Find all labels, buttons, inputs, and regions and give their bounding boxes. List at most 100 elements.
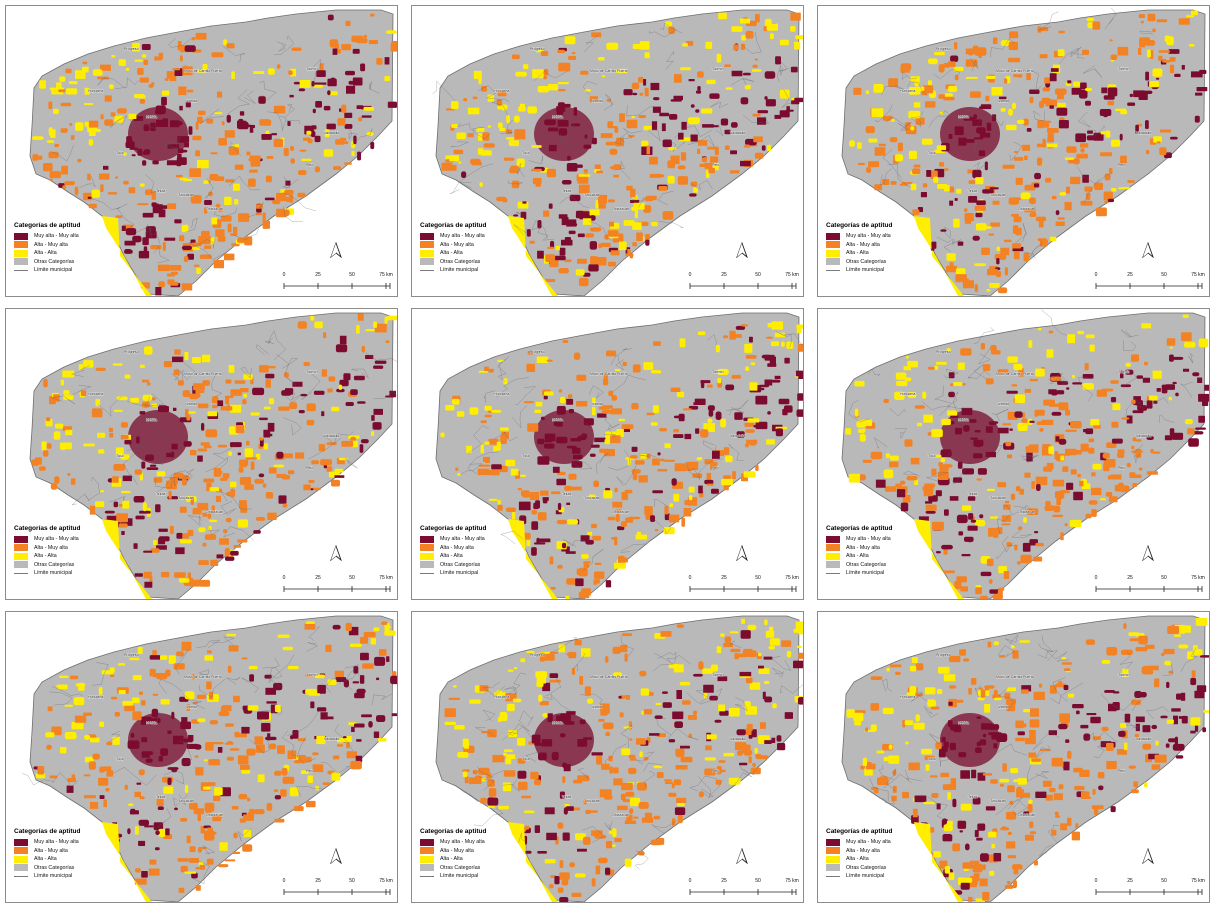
municipal-boundary-line: [164, 770, 185, 785]
suitability-patch: [181, 758, 191, 767]
suitability-patch: [286, 196, 292, 202]
suitability-patch: [151, 708, 159, 718]
suitability-patch: [972, 797, 981, 805]
suitability-patch: [213, 260, 224, 269]
suitability-patch: [586, 698, 594, 704]
suitability-patch: [688, 486, 695, 493]
suitability-patch: [348, 722, 357, 726]
suitability-patch: [158, 52, 164, 60]
suitability-patch: [971, 678, 977, 685]
suitability-patch: [181, 245, 192, 250]
suitability-patch: [619, 557, 628, 563]
suitability-patch: [960, 586, 968, 592]
suitability-patch: [306, 130, 312, 135]
suitability-patch: [215, 495, 221, 502]
legend-label: Alta - Muy alta: [34, 847, 68, 854]
suitability-patch: [924, 687, 936, 695]
suitability-patch: [206, 681, 212, 690]
suitability-patch: [184, 691, 195, 700]
suitability-patch: [197, 160, 209, 169]
suitability-patch: [651, 370, 662, 374]
suitability-patch: [908, 110, 921, 119]
legend-label: Otras Categorías: [846, 864, 887, 871]
place-label: Oxkutzcab: [612, 510, 629, 514]
suitability-patch: [210, 559, 219, 566]
legend-label: Alta - Muy alta: [440, 544, 474, 551]
suitability-patch: [986, 289, 991, 292]
suitability-patch: [1165, 743, 1170, 748]
suitability-areas: [444, 618, 803, 902]
suitability-patch: [1000, 108, 1006, 112]
suitability-patch: [734, 412, 743, 420]
suitability-patch: [598, 194, 608, 204]
suitability-patch: [195, 32, 207, 40]
suitability-patch: [88, 120, 99, 128]
suitability-patch: [335, 139, 345, 145]
suitability-patch: [990, 516, 998, 519]
suitability-patch: [1055, 815, 1061, 818]
municipal-boundary-line: [730, 77, 755, 87]
suitability-patch: [1047, 128, 1059, 133]
municipal-boundary-line: [308, 435, 334, 460]
suitability-patch: [323, 716, 334, 720]
place-label: Izamal: [998, 402, 1009, 406]
municipal-boundary-line: [144, 393, 164, 407]
legend-title: Categorías de aptitud: [826, 525, 893, 532]
municipal-boundary-line: [698, 458, 723, 481]
suitability-patch: [875, 479, 886, 488]
suitability-patch: [741, 35, 747, 41]
suitability-patch: [974, 830, 979, 838]
municipal-boundary-line: [563, 117, 576, 141]
suitability-patch: [118, 59, 126, 66]
suitability-patch: [967, 525, 978, 531]
suitability-patch: [673, 415, 685, 419]
suitability-patch: [653, 765, 663, 769]
municipal-boundary-line: [228, 175, 261, 191]
suitability-patch: [651, 222, 658, 227]
suitability-patch: [138, 250, 150, 259]
suitability-patch: [297, 321, 307, 329]
suitability-patch: [641, 817, 654, 823]
suitability-patch: [1066, 482, 1074, 490]
place-label: Izamal: [186, 705, 197, 709]
suitability-patch: [697, 331, 706, 336]
suitability-patch: [688, 79, 695, 82]
suitability-patch: [498, 805, 509, 810]
suitability-patch: [1126, 415, 1133, 424]
suitability-patch: [1141, 323, 1152, 329]
municipal-boundary-line: [123, 452, 138, 485]
suitability-patch: [770, 33, 774, 40]
suitability-patch: [227, 741, 233, 744]
suitability-patch: [984, 686, 989, 690]
suitability-patch: [365, 329, 376, 332]
suitability-patch: [990, 222, 1000, 227]
municipal-boundary-line: [157, 808, 172, 828]
suitability-patch: [368, 40, 378, 45]
municipal-boundary-line: [781, 89, 795, 108]
suitability-patch: [111, 55, 116, 58]
suitability-patch: [1091, 805, 1104, 810]
suitability-patch: [255, 744, 265, 753]
suitability-patch: [980, 689, 986, 698]
suitability-patch: [193, 808, 204, 815]
place-label: Motul de Carrillo Puerto: [590, 69, 628, 73]
municipal-boundary-line: [320, 762, 350, 774]
suitability-patch: [561, 180, 572, 185]
suitability-patch: [198, 560, 209, 565]
suitability-patch: [138, 769, 145, 776]
suitability-patch: [146, 382, 151, 386]
suitability-patch: [761, 354, 772, 359]
suitability-patch: [731, 26, 743, 32]
suitability-patch: [84, 87, 90, 95]
suitability-patch: [993, 641, 999, 646]
suitability-patch: [724, 636, 732, 644]
municipal-boundaries: [848, 309, 1195, 560]
suitability-patch: [573, 107, 577, 116]
suitability-patch: [1038, 683, 1043, 688]
map-panel: Progreso Motul de Carrillo Puerto Tizimín H…: [411, 308, 804, 600]
suitability-patch: [311, 131, 316, 138]
place-label: Ticul: [116, 757, 124, 761]
suitability-patch: [736, 750, 743, 756]
suitability-patch: [613, 562, 626, 569]
suitability-patch: [171, 711, 175, 720]
